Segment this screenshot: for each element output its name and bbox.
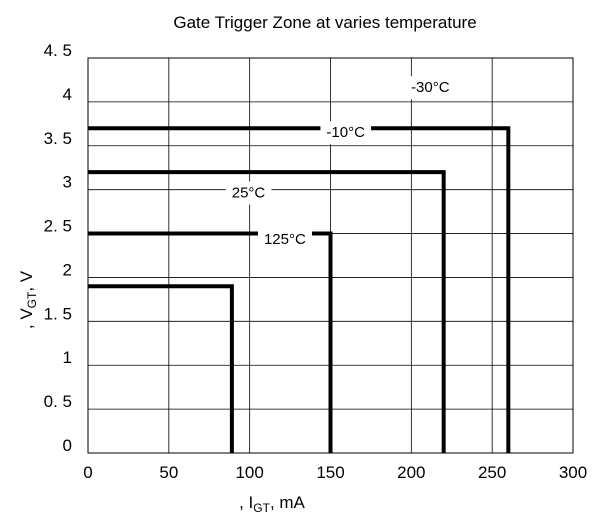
y-tick-label: 2 <box>63 260 72 279</box>
x-tick-label: 150 <box>316 463 344 482</box>
series-line <box>88 231 333 453</box>
chart-title: Gate Trigger Zone at varies temperature <box>173 13 476 32</box>
x-tick-label: 200 <box>397 463 425 482</box>
series-label-bg <box>320 121 372 145</box>
series-line <box>88 170 446 453</box>
x-tick-label: 100 <box>235 463 263 482</box>
series-line <box>88 284 234 453</box>
y-tick-labels: 0 0. 5 1 1. 5 2 2. 5 3 3. 5 4 4. 5 <box>44 41 72 455</box>
series-label: 25°C <box>232 185 266 202</box>
series-label: -30°C <box>411 79 450 96</box>
series-line <box>88 126 511 453</box>
y-tick-label: 0. 5 <box>44 392 72 411</box>
y-tick-label: 1 <box>63 348 72 367</box>
y-tick-label: 4. 5 <box>44 41 72 60</box>
series-label-bg <box>225 181 272 205</box>
x-tick-label: 50 <box>159 463 178 482</box>
y-axis-label: , VGT, V <box>17 270 39 329</box>
series-label: 125°C <box>264 231 306 248</box>
series-label-bg <box>405 76 456 100</box>
x-tick-label: 300 <box>559 463 587 482</box>
series-label-bg <box>257 228 312 252</box>
y-tick-label: 2. 5 <box>44 217 72 236</box>
series-label: -10°C <box>326 124 365 141</box>
x-tick-label: 0 <box>83 463 92 482</box>
y-tick-label: 3. 5 <box>44 129 72 148</box>
x-tick-label: 250 <box>478 463 506 482</box>
series-lines <box>88 126 511 453</box>
y-tick-label: 4 <box>63 85 72 104</box>
y-tick-label: 0 <box>63 436 72 455</box>
series-labels: -30°C -10°C 25°C 125°C <box>225 76 456 252</box>
x-tick-labels: 0 50 100 150 200 250 300 <box>83 463 587 482</box>
y-tick-label: 3 <box>63 173 72 192</box>
x-axis-label: , IGT, mA <box>239 493 305 515</box>
y-tick-label: 1. 5 <box>44 304 72 323</box>
